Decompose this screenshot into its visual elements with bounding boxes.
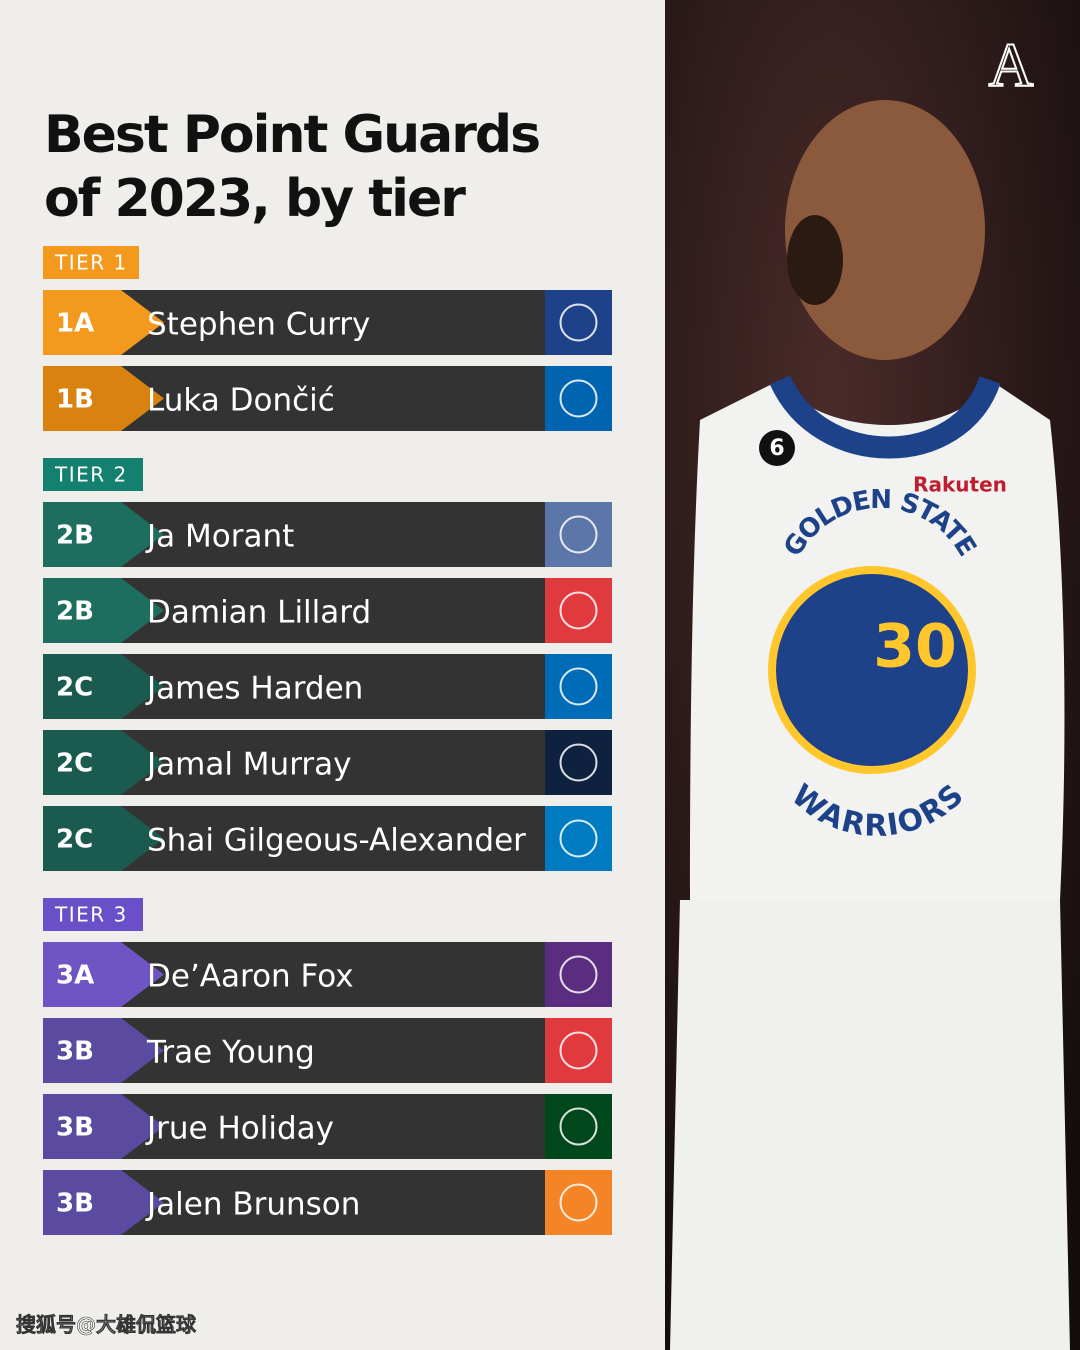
player-name: Jalen Brunson	[145, 1187, 360, 1223]
team-logo-box	[545, 1094, 612, 1159]
tier-badge	[43, 898, 143, 931]
team-logo	[559, 379, 598, 418]
player-name: Jrue Holiday	[145, 1111, 334, 1147]
team-logo-box	[545, 366, 612, 431]
tier-badge	[43, 458, 143, 491]
title-line: of 2023, by tier	[44, 169, 466, 229]
player-name: De’Aaron Fox	[147, 959, 354, 995]
brand-logo: A	[989, 32, 1034, 100]
player-name: Ja Morant	[145, 519, 294, 555]
player-name: Luka Dončić	[147, 383, 335, 419]
team-logo-box	[545, 1170, 612, 1235]
team-logo	[559, 1107, 598, 1146]
title-line: Best Point Guards	[44, 105, 539, 165]
photo: 30 6 Rakuten GOLDEN STATE WARRIORS A	[665, 0, 1080, 1350]
rank: 3B	[56, 1113, 94, 1143]
team-logo-box	[545, 730, 612, 795]
rank-tab	[43, 502, 164, 567]
rank: 2C	[56, 673, 93, 703]
team-logo-box	[545, 806, 612, 871]
rank: 2C	[56, 749, 93, 779]
team-logo	[559, 303, 598, 342]
rank: 3B	[56, 1037, 94, 1067]
shorts	[670, 900, 1070, 1350]
rank: 2C	[56, 825, 93, 855]
watermark: 搜狐号@大雄侃篮球	[16, 1313, 197, 1337]
player-name: Jamal Murray	[145, 747, 351, 783]
rank: 2B	[56, 521, 94, 551]
team-logo-box	[545, 578, 612, 643]
team-logo	[559, 591, 598, 630]
rank-tab	[43, 730, 164, 795]
jersey-number: 30	[873, 612, 957, 682]
rank: 3A	[56, 961, 94, 991]
jersey-collar	[769, 375, 1001, 459]
team-logo-box	[545, 290, 612, 355]
player-name: James Harden	[145, 671, 363, 707]
rank: 1B	[56, 385, 94, 415]
player-name: Shai Gilgeous-Alexander	[147, 823, 526, 859]
team-logo-box	[545, 1018, 612, 1083]
team-logo	[559, 515, 598, 554]
rank: 1A	[56, 309, 94, 339]
rank-tab	[43, 654, 164, 719]
rank: 2B	[56, 597, 94, 627]
rank: 3B	[56, 1189, 94, 1219]
team-logo	[559, 667, 598, 706]
rank-tab	[43, 806, 164, 871]
team-logo-box	[545, 654, 612, 719]
tier-list: TIER 1 1A Stephen Curry 1B Luka Dončić TIER 2…	[43, 246, 612, 1235]
team-logo	[559, 1031, 598, 1070]
team-logo	[559, 819, 598, 858]
team-logo	[559, 743, 598, 782]
tier-label: TIER 2	[54, 463, 128, 487]
rank-tab	[43, 578, 164, 643]
rank-tab	[43, 290, 164, 355]
team-logo	[559, 955, 598, 994]
mouth	[787, 215, 843, 305]
team-logo-box	[545, 942, 612, 1007]
team-logo	[559, 1183, 598, 1222]
tier-label: TIER 1	[54, 251, 128, 275]
rank-tab	[43, 942, 164, 1007]
logo-circle	[768, 566, 976, 774]
head	[785, 100, 985, 360]
tier-badge	[43, 246, 139, 279]
player-name: Trae Young	[146, 1035, 315, 1071]
rank-tab	[43, 1170, 164, 1235]
rank-tab	[43, 1018, 164, 1083]
player-name: Damian Lillard	[147, 595, 371, 631]
rank-tab	[43, 1094, 164, 1159]
team-logo-box	[545, 502, 612, 567]
patch-number: 6	[769, 436, 784, 461]
tier-label: TIER 3	[54, 903, 128, 927]
rank-tab	[43, 366, 164, 431]
patch	[759, 430, 795, 466]
player-name: Stephen Curry	[147, 307, 370, 343]
sponsor: Rakuten	[913, 473, 1007, 497]
